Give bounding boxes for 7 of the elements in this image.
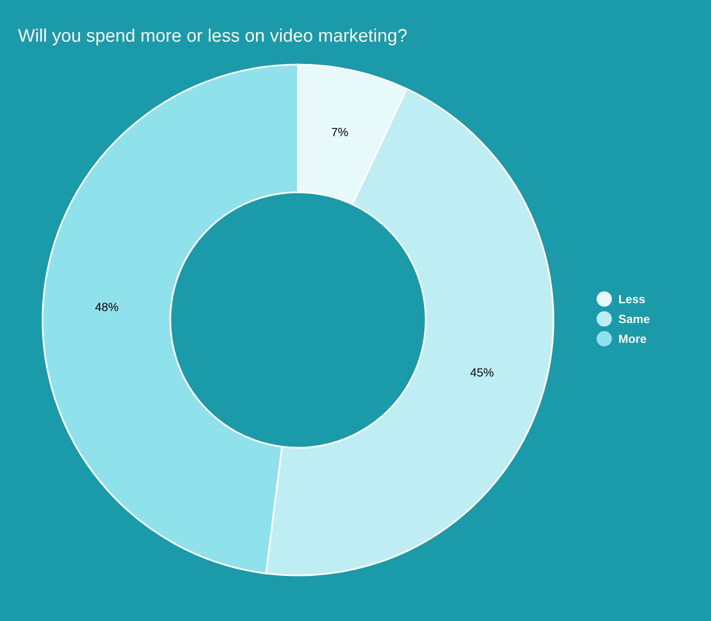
legend-label: Same xyxy=(618,314,650,324)
legend-label: Less xyxy=(619,295,645,304)
data-label: 48% xyxy=(95,302,118,312)
chart-title: Will you spend more or less on video marketing? xyxy=(18,28,407,46)
legend-label: More xyxy=(619,334,646,344)
data-label: 7% xyxy=(332,128,348,136)
data-label: 45% xyxy=(470,368,494,377)
